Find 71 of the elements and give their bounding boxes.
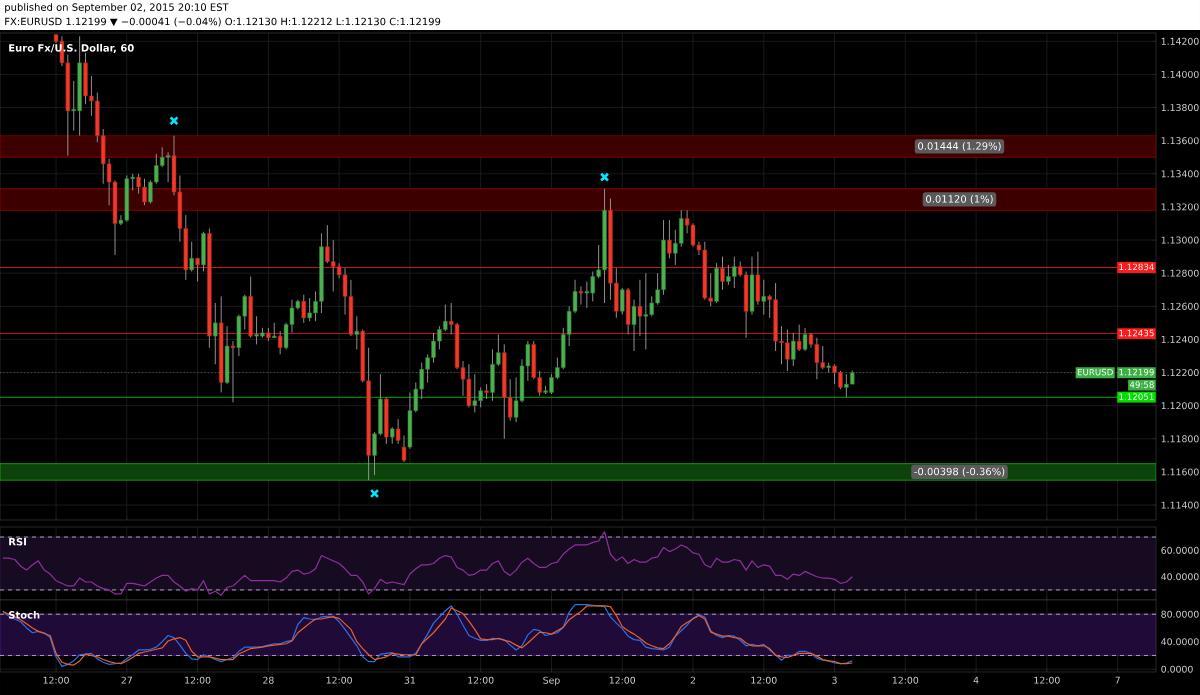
ref-line-label: 1.12435 bbox=[1119, 329, 1154, 337]
y-tick-label: 1.13600 bbox=[1161, 137, 1199, 145]
candlestick bbox=[354, 315, 360, 350]
band-label: 0.01120 (1%) bbox=[926, 195, 993, 204]
candlestick bbox=[189, 241, 194, 272]
x-tick-label: 12:00 bbox=[185, 676, 211, 684]
point bbox=[599, 172, 610, 182]
x-tick-label: 12:00 bbox=[326, 676, 352, 684]
x-tick-label: 12:00 bbox=[1034, 676, 1060, 684]
y-tick-label: 1.13200 bbox=[1161, 203, 1199, 211]
y-tick-label: 1.13000 bbox=[1161, 236, 1199, 244]
candlestick bbox=[195, 257, 200, 282]
y-tick-label: 0.0000 bbox=[1161, 665, 1193, 673]
x-tick-label: 12:00 bbox=[751, 676, 777, 684]
candlestick bbox=[802, 327, 808, 352]
candlestick bbox=[796, 324, 802, 352]
y-tick-label: 1.12800 bbox=[1161, 269, 1199, 277]
y-tick-label: 40.0000 bbox=[1161, 573, 1199, 581]
candlestick bbox=[637, 279, 643, 337]
y-tick-label: 1.11800 bbox=[1161, 435, 1199, 443]
x-tick-label: 4 bbox=[973, 676, 979, 684]
point bbox=[369, 488, 380, 499]
annotation: 49:58 bbox=[1129, 381, 1154, 388]
candlestick bbox=[401, 435, 407, 463]
x-tick-label: 28 bbox=[263, 676, 274, 684]
y-tick-label: 1.11400 bbox=[1161, 501, 1199, 509]
y-tick-label: 1.14000 bbox=[1161, 70, 1199, 78]
x-tick-label: 31 bbox=[404, 676, 415, 684]
text: Stoch bbox=[8, 610, 40, 619]
x-tick-label: 7 bbox=[1115, 676, 1120, 684]
candlestick bbox=[277, 330, 283, 355]
candlestick bbox=[620, 287, 625, 316]
ref-line-label: 1.12051 bbox=[1119, 393, 1154, 400]
x-tick-label: 12:00 bbox=[609, 676, 636, 684]
text: published on September 02, 2015 20:10 EST bbox=[5, 3, 229, 13]
y-tick-label: 60.0000 bbox=[1161, 546, 1199, 554]
y-tick-label: 1.13800 bbox=[1161, 104, 1199, 112]
candlestick bbox=[578, 285, 584, 306]
y-tick-label: 1.12200 bbox=[1161, 369, 1199, 377]
candlestick bbox=[301, 294, 306, 324]
annotation: EURUSD bbox=[1077, 368, 1113, 376]
y-tick-label: 1.12000 bbox=[1161, 402, 1199, 410]
x-tick-label: 2 bbox=[690, 676, 696, 684]
candlestick bbox=[667, 219, 672, 259]
text: RSI bbox=[9, 537, 26, 546]
band-label: -0.00398 (-0.36%) bbox=[914, 467, 1005, 477]
x-tick-label: 3 bbox=[832, 676, 837, 684]
y-tick-label: 80.0000 bbox=[1161, 610, 1199, 618]
candlestick bbox=[213, 302, 218, 365]
x-tick-label: 12:00 bbox=[892, 676, 919, 684]
candlestick bbox=[395, 418, 401, 445]
x-tick-label: 12:00 bbox=[468, 676, 494, 684]
x-tick-label: 27 bbox=[121, 676, 132, 684]
x-tick-label: 12:00 bbox=[43, 676, 69, 684]
ref-line-label: 1.12199 bbox=[1119, 368, 1154, 376]
y-tick-label: 40.0000 bbox=[1161, 638, 1199, 646]
y-tick-label: 1.11600 bbox=[1161, 468, 1199, 476]
candlestick bbox=[230, 340, 236, 403]
candlestick bbox=[791, 332, 796, 367]
band-label: 0.01444 (1.29%) bbox=[918, 142, 1001, 151]
y-tick-label: 1.14200 bbox=[1161, 37, 1199, 45]
y-tick-label: 1.12600 bbox=[1161, 302, 1199, 310]
candlestick bbox=[761, 279, 767, 316]
ref-line-label: 1.12834 bbox=[1119, 263, 1154, 271]
point bbox=[169, 116, 179, 126]
y-tick-label: 1.13400 bbox=[1161, 170, 1199, 178]
y-tick-label: 1.12400 bbox=[1161, 335, 1199, 343]
x-tick-label: Sep bbox=[543, 676, 560, 686]
chart-subtitle: FX:EURUSD 1.12199 ▼ −0.00041 (−0.04%) O:1.12130 H:1.12212 L:1.12130 C:1.12199 bbox=[5, 17, 441, 27]
candlestick bbox=[720, 256, 725, 291]
candlestick bbox=[631, 299, 637, 352]
